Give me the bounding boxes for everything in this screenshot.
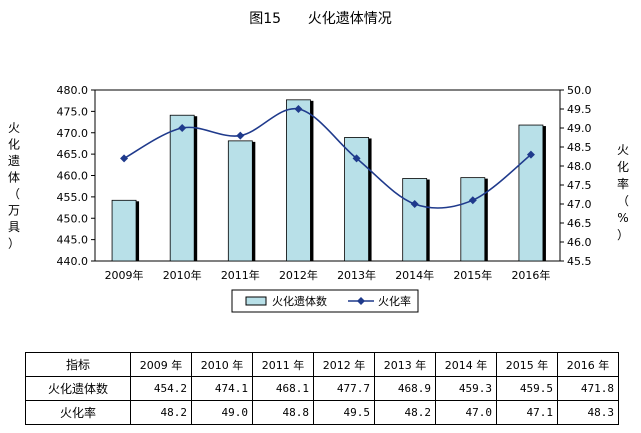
x-tick-label: 2010年 — [163, 268, 202, 282]
data-table: 指标 2009 年 2010 年 2011 年 2012 年 2013 年 20… — [25, 352, 619, 425]
bar — [111, 199, 137, 262]
bar-series — [111, 99, 546, 262]
table-year-cell: 2009 年 — [130, 352, 192, 377]
rate-markers — [120, 105, 535, 208]
bar — [402, 178, 428, 262]
table-cell: 468.1 — [252, 376, 314, 401]
x-axis-labels: 2009年 2010年 2011年 2012年 2013年 2014年 2015年 2016年 — [105, 268, 551, 282]
y2-tick-label: 48.0 — [567, 160, 592, 173]
table-year-cell: 2016 年 — [557, 352, 619, 377]
y2-tick-label: 47.0 — [567, 198, 592, 211]
y2-tick-label: 50.0 — [567, 84, 592, 97]
x-tick-label: 2011年 — [221, 268, 260, 282]
table-cell: 454.2 — [130, 376, 192, 401]
figure-title: 图15 火化遗体情况 — [249, 11, 392, 27]
bar — [169, 114, 195, 262]
table-cell: 468.9 — [374, 376, 436, 401]
rate-marker — [526, 150, 535, 159]
x-tick-label: 2013年 — [337, 268, 376, 282]
x-tick-label: 2014年 — [395, 268, 434, 282]
table-cell: 48.2 — [374, 400, 436, 425]
y-tick-label: 470.0 — [57, 127, 89, 140]
bar — [286, 99, 311, 262]
rate-marker — [468, 196, 477, 205]
table-cell: 49.5 — [313, 400, 375, 425]
table-row: 火化遗体数 454.2 474.1 468.1 477.7 468.9 459.… — [25, 376, 619, 401]
rate-marker — [410, 200, 419, 208]
right-axis: 45.5 46.0 46.5 47.0 47.5 48.0 48.5 49.0 49.5 50.0 — [560, 84, 592, 268]
y-tick-label: 460.0 — [57, 170, 89, 183]
legend-box — [231, 289, 419, 313]
rate-marker — [352, 154, 361, 163]
table-row-label: 火化率 — [25, 400, 131, 425]
x-tick-label: 2015年 — [453, 268, 492, 282]
y-tick-label: 440.0 — [57, 255, 89, 268]
legend-line-label: 火化率 — [378, 294, 411, 308]
y2-tick-label: 45.5 — [567, 255, 592, 268]
x-tick-label: 2012年 — [279, 268, 318, 282]
table-year-cell: 2014 年 — [435, 352, 497, 377]
y2-tick-label: 48.5 — [567, 141, 592, 154]
table-cell: 459.3 — [435, 376, 497, 401]
table-year-cell: 2015 年 — [496, 352, 558, 377]
table-cell: 48.3 — [557, 400, 619, 425]
rate-marker — [236, 131, 245, 140]
table-header-label: 指标 — [25, 352, 131, 377]
table-cell: 49.0 — [191, 400, 253, 425]
rate-marker — [178, 124, 187, 132]
y-axis-title-right: 火化率（%） — [617, 143, 629, 242]
table-cell: 48.2 — [130, 400, 192, 425]
table-row-label: 火化遗体数 — [25, 376, 131, 401]
rate-marker — [294, 105, 303, 113]
y-tick-label: 450.0 — [57, 212, 89, 225]
table-year-cell: 2013 年 — [374, 352, 436, 377]
y2-tick-label: 49.5 — [567, 103, 592, 116]
table-cell: 471.8 — [557, 376, 619, 401]
legend-bar-label: 火化遗体数 — [272, 294, 327, 308]
bar — [460, 177, 486, 262]
table-cell: 48.8 — [252, 400, 314, 425]
legend-bar-swatch — [245, 296, 267, 306]
combo-chart: 440.0 445.0 450.0 455.0 460.0 465.0 470.0 475.0… — [8, 84, 629, 313]
table-cell: 47.1 — [496, 400, 558, 425]
table-cell: 477.7 — [313, 376, 375, 401]
x-tick-label: 2009年 — [105, 268, 144, 282]
axis-title-text: 火化遗体（万具） — [8, 121, 20, 251]
y2-tick-label: 47.5 — [567, 179, 592, 192]
left-axis: 440.0 445.0 450.0 455.0 460.0 465.0 470.0 475.0… — [57, 84, 95, 268]
table-year-cell: 2010 年 — [191, 352, 253, 377]
table-cell: 474.1 — [191, 376, 253, 401]
table-cell: 459.5 — [496, 376, 558, 401]
rate-marker — [120, 154, 129, 163]
y-axis-title-left: 火化遗体（万具） — [8, 121, 20, 251]
y-tick-label: 445.0 — [57, 234, 89, 247]
x-tick-label: 2016年 — [511, 268, 550, 282]
bar — [518, 124, 544, 262]
legend-diamond-icon — [357, 297, 365, 305]
y-tick-label: 475.0 — [57, 105, 89, 118]
table-year-cell: 2012 年 — [313, 352, 375, 377]
y-tick-label: 455.0 — [57, 191, 89, 204]
table-row: 火化率 48.2 49.0 48.8 49.5 48.2 47.0 47.1 4… — [25, 400, 619, 425]
plot-area — [94, 89, 561, 262]
table-cell: 47.0 — [435, 400, 497, 425]
table-year-cell: 2011 年 — [252, 352, 314, 377]
bar — [227, 140, 253, 262]
y-tick-label: 480.0 — [57, 84, 89, 97]
y2-tick-label: 46.0 — [567, 236, 592, 249]
y2-tick-label: 46.5 — [567, 217, 592, 230]
y-tick-label: 465.0 — [57, 148, 89, 161]
table-header-row: 指标 2009 年 2010 年 2011 年 2012 年 2013 年 20… — [25, 352, 619, 377]
y2-tick-label: 49.0 — [567, 122, 592, 135]
legend: 火化遗体数 火化率 — [231, 289, 419, 313]
axis-title-text: 火化率（%） — [617, 143, 629, 242]
